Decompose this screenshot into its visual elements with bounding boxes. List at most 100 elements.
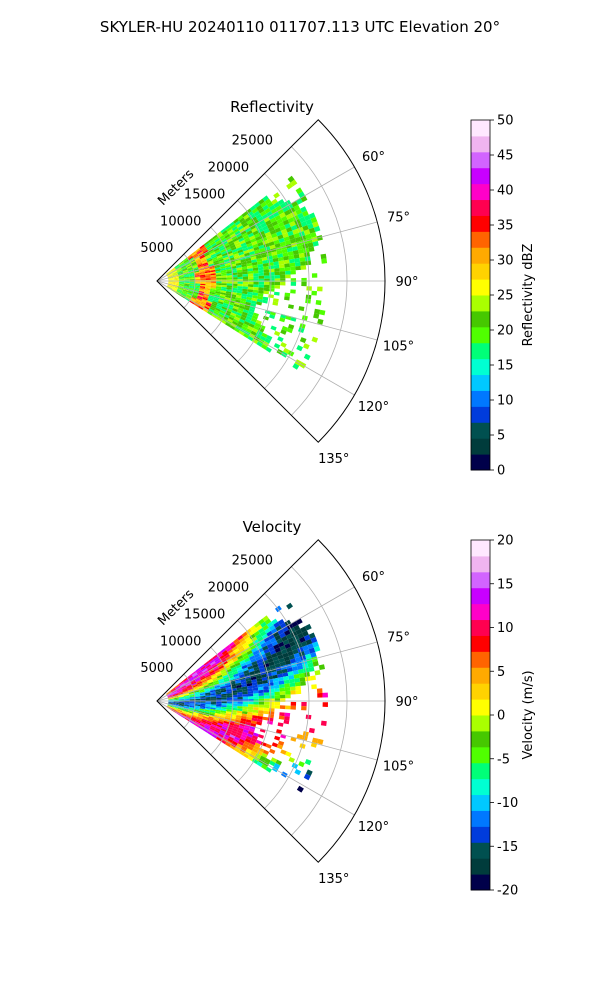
radar-cell [311, 290, 317, 296]
radar-cell [210, 708, 216, 712]
radar-cell [251, 261, 258, 266]
radar-cell [185, 262, 191, 267]
radar-cell [214, 712, 221, 716]
radar-cell [200, 277, 206, 279]
radar-cell [264, 627, 271, 634]
radar-cell [167, 275, 173, 278]
radar-cell [184, 695, 190, 698]
radar-cell [270, 757, 278, 763]
radar-cell [221, 306, 228, 311]
grid-spoke [156, 280, 378, 341]
radar-cell [207, 731, 213, 736]
radar-cell [187, 267, 193, 271]
radar-cell [177, 288, 183, 291]
radar-cell [308, 666, 315, 672]
radar-cell [211, 734, 218, 739]
radar-cell [182, 688, 188, 692]
radar-cell [179, 682, 185, 686]
radar-cell [216, 316, 222, 322]
radar-cell [276, 650, 283, 657]
radar-cell [210, 253, 217, 258]
radial-tick-label: 10000 [160, 634, 201, 649]
radar-cell [299, 337, 307, 344]
radar-cell [245, 636, 252, 643]
radar-cell [254, 621, 261, 628]
radar-cell [220, 308, 227, 313]
radar-cell [252, 243, 259, 249]
radar-cell [310, 652, 317, 658]
radar-cell [245, 721, 251, 726]
radar-cell [258, 689, 264, 694]
radar-cell [201, 679, 207, 683]
radar-cell [242, 274, 249, 277]
radar-cell [230, 233, 236, 239]
radar-cell [217, 722, 223, 727]
radar-cell [170, 268, 176, 272]
radar-cell [168, 283, 174, 285]
radar-cell [283, 347, 290, 354]
radar-cell [178, 276, 185, 279]
radar-cell [183, 259, 189, 264]
radar-cell [172, 272, 178, 275]
radar-cell [250, 330, 257, 336]
radar-cell [233, 723, 240, 728]
radar-cell [226, 689, 232, 692]
radar-cell [213, 667, 220, 672]
radar-cell [311, 236, 318, 243]
radar-cell [194, 285, 200, 288]
angle-tick-label: 105° [383, 340, 414, 355]
radar-cell [277, 256, 284, 262]
radar-cell [246, 294, 253, 298]
radar-cell [221, 697, 227, 700]
radial-tick-label: 15000 [184, 187, 225, 202]
radar-cell [283, 675, 289, 681]
radar-cell [177, 287, 183, 291]
radar-cell [237, 696, 243, 700]
radar-cell [168, 279, 174, 281]
radar-cell [241, 232, 248, 238]
radar-cell [166, 271, 171, 275]
radar-cell [299, 677, 306, 682]
radar-cell [234, 662, 241, 667]
radar-cell [196, 716, 203, 720]
radar-cell [237, 692, 243, 695]
radar-cell [210, 689, 216, 693]
radar-cell [184, 276, 190, 279]
radar-cell [277, 234, 284, 240]
radar-cell [258, 707, 264, 711]
radar-cell [225, 322, 231, 327]
radar-cell [239, 217, 245, 223]
radar-cell [174, 684, 179, 688]
colorbar-segment [471, 858, 490, 875]
radar-cell [220, 648, 227, 654]
radar-cell [172, 706, 178, 709]
radar-cell [302, 210, 309, 217]
radar-cell [166, 271, 171, 275]
radar-cell [257, 293, 264, 297]
radar-cell [178, 275, 184, 277]
radar-cell [222, 254, 229, 259]
radar-cell [211, 304, 217, 308]
radar-cell [179, 701, 185, 702]
radar-cell [182, 290, 188, 294]
grid-spoke [156, 280, 355, 396]
radar-cell [232, 274, 238, 278]
radar-cell [192, 685, 198, 689]
radar-cell [247, 291, 253, 296]
radar-cell [210, 701, 217, 704]
radar-cell [248, 743, 255, 748]
radar-cell [244, 672, 250, 677]
radar-cell [279, 705, 286, 710]
radar-cell [264, 758, 271, 764]
radar-cell [241, 713, 248, 717]
chart-panel-1: Velocity500010000150002000025000Meters60… [140, 518, 536, 899]
radar-cell [205, 702, 211, 705]
radar-cell [238, 251, 245, 256]
radar-cell [212, 676, 218, 681]
colorbar-tick-label: 40 [497, 184, 514, 199]
radar-cell [274, 701, 281, 706]
radar-cell [216, 304, 223, 309]
colorbar-segment [471, 826, 490, 843]
radar-cell [284, 267, 291, 272]
radar-cell [204, 708, 211, 711]
